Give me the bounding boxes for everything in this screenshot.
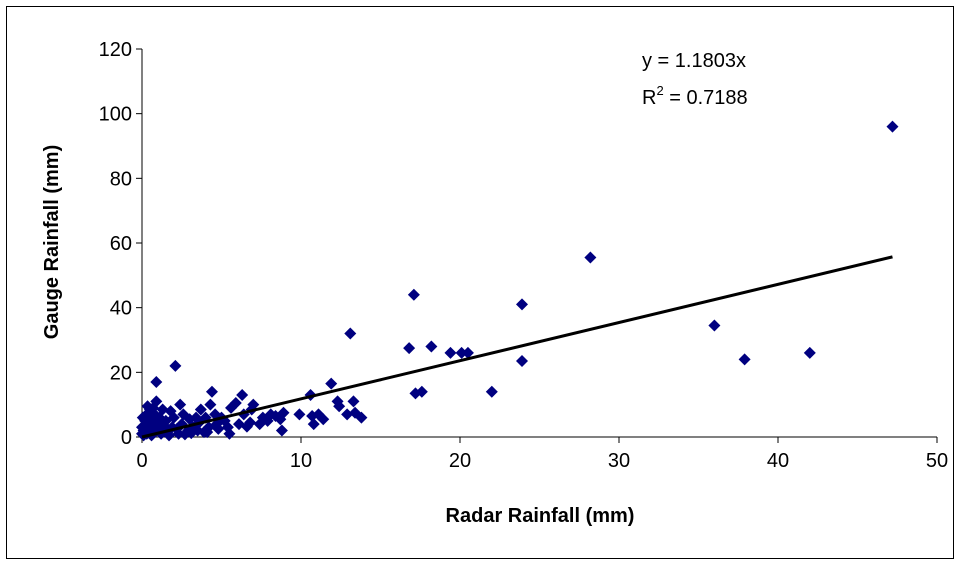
data-point [584,251,597,264]
trendline-equation: y = 1.1803x [642,50,746,72]
data-point [136,421,148,434]
r-squared-value: = 0.7188 [664,87,748,109]
data-point [236,388,249,401]
y-axis-title: Gauge Rainfall (mm) [41,145,63,339]
y-tick-label: 60 [110,233,132,255]
data-points [136,120,899,442]
r-squared-label: R2 = 0.7188 [642,83,748,109]
data-point [516,355,529,368]
data-point [277,406,290,419]
data-point [177,408,190,421]
x-tick-label: 30 [608,450,630,472]
data-point [275,424,288,437]
data-point [141,400,154,413]
data-point [444,346,457,359]
y-tick-label: 120 [99,39,132,61]
y-tick-label: 80 [110,168,132,190]
x-tick-label: 0 [136,450,147,472]
data-point [136,411,149,424]
data-point [185,427,198,440]
data-point [803,346,816,359]
data-point [341,408,354,421]
data-point [485,385,498,398]
data-point [886,120,899,133]
data-point [164,405,177,418]
data-point [261,414,274,427]
x-tick-label: 20 [449,450,471,472]
data-point [240,420,253,433]
data-point [425,340,438,353]
data-point [738,353,751,366]
ticks: 0 10 20 30 40 50 0 20 40 60 80 100 120 [99,39,949,472]
data-point [516,298,529,311]
data-point [201,426,214,439]
data-point [169,359,182,372]
y-tick-label: 20 [110,362,132,384]
data-point [349,406,362,419]
data-point [223,427,236,440]
data-point [407,288,420,301]
data-point [325,377,338,390]
data-point [708,319,721,332]
data-point [225,401,238,414]
data-point [150,376,163,389]
r-squared-exponent: 2 [656,83,663,98]
x-tick-label: 40 [767,450,789,472]
x-tick-label: 10 [290,450,312,472]
x-axis-title: Radar Rainfall (mm) [446,505,635,527]
axes [141,49,937,438]
data-point [415,385,428,398]
y-tick-label: 0 [121,427,132,449]
data-point [455,346,468,359]
data-point [461,346,474,359]
data-point [293,408,306,421]
data-point [194,403,207,416]
data-point [306,409,319,422]
y-tick-label: 100 [99,104,132,126]
data-point [174,398,187,411]
data-point [347,395,360,408]
y-tick-label: 40 [110,298,132,320]
trendline [141,255,893,439]
data-point [204,398,217,411]
chart-frame [6,6,954,559]
data-point [333,400,346,413]
data-point [403,342,416,355]
data-point [344,327,357,340]
data-point [205,385,218,398]
x-tick-label: 50 [926,450,948,472]
r-squared-prefix: R [642,87,656,109]
data-point [307,418,320,431]
